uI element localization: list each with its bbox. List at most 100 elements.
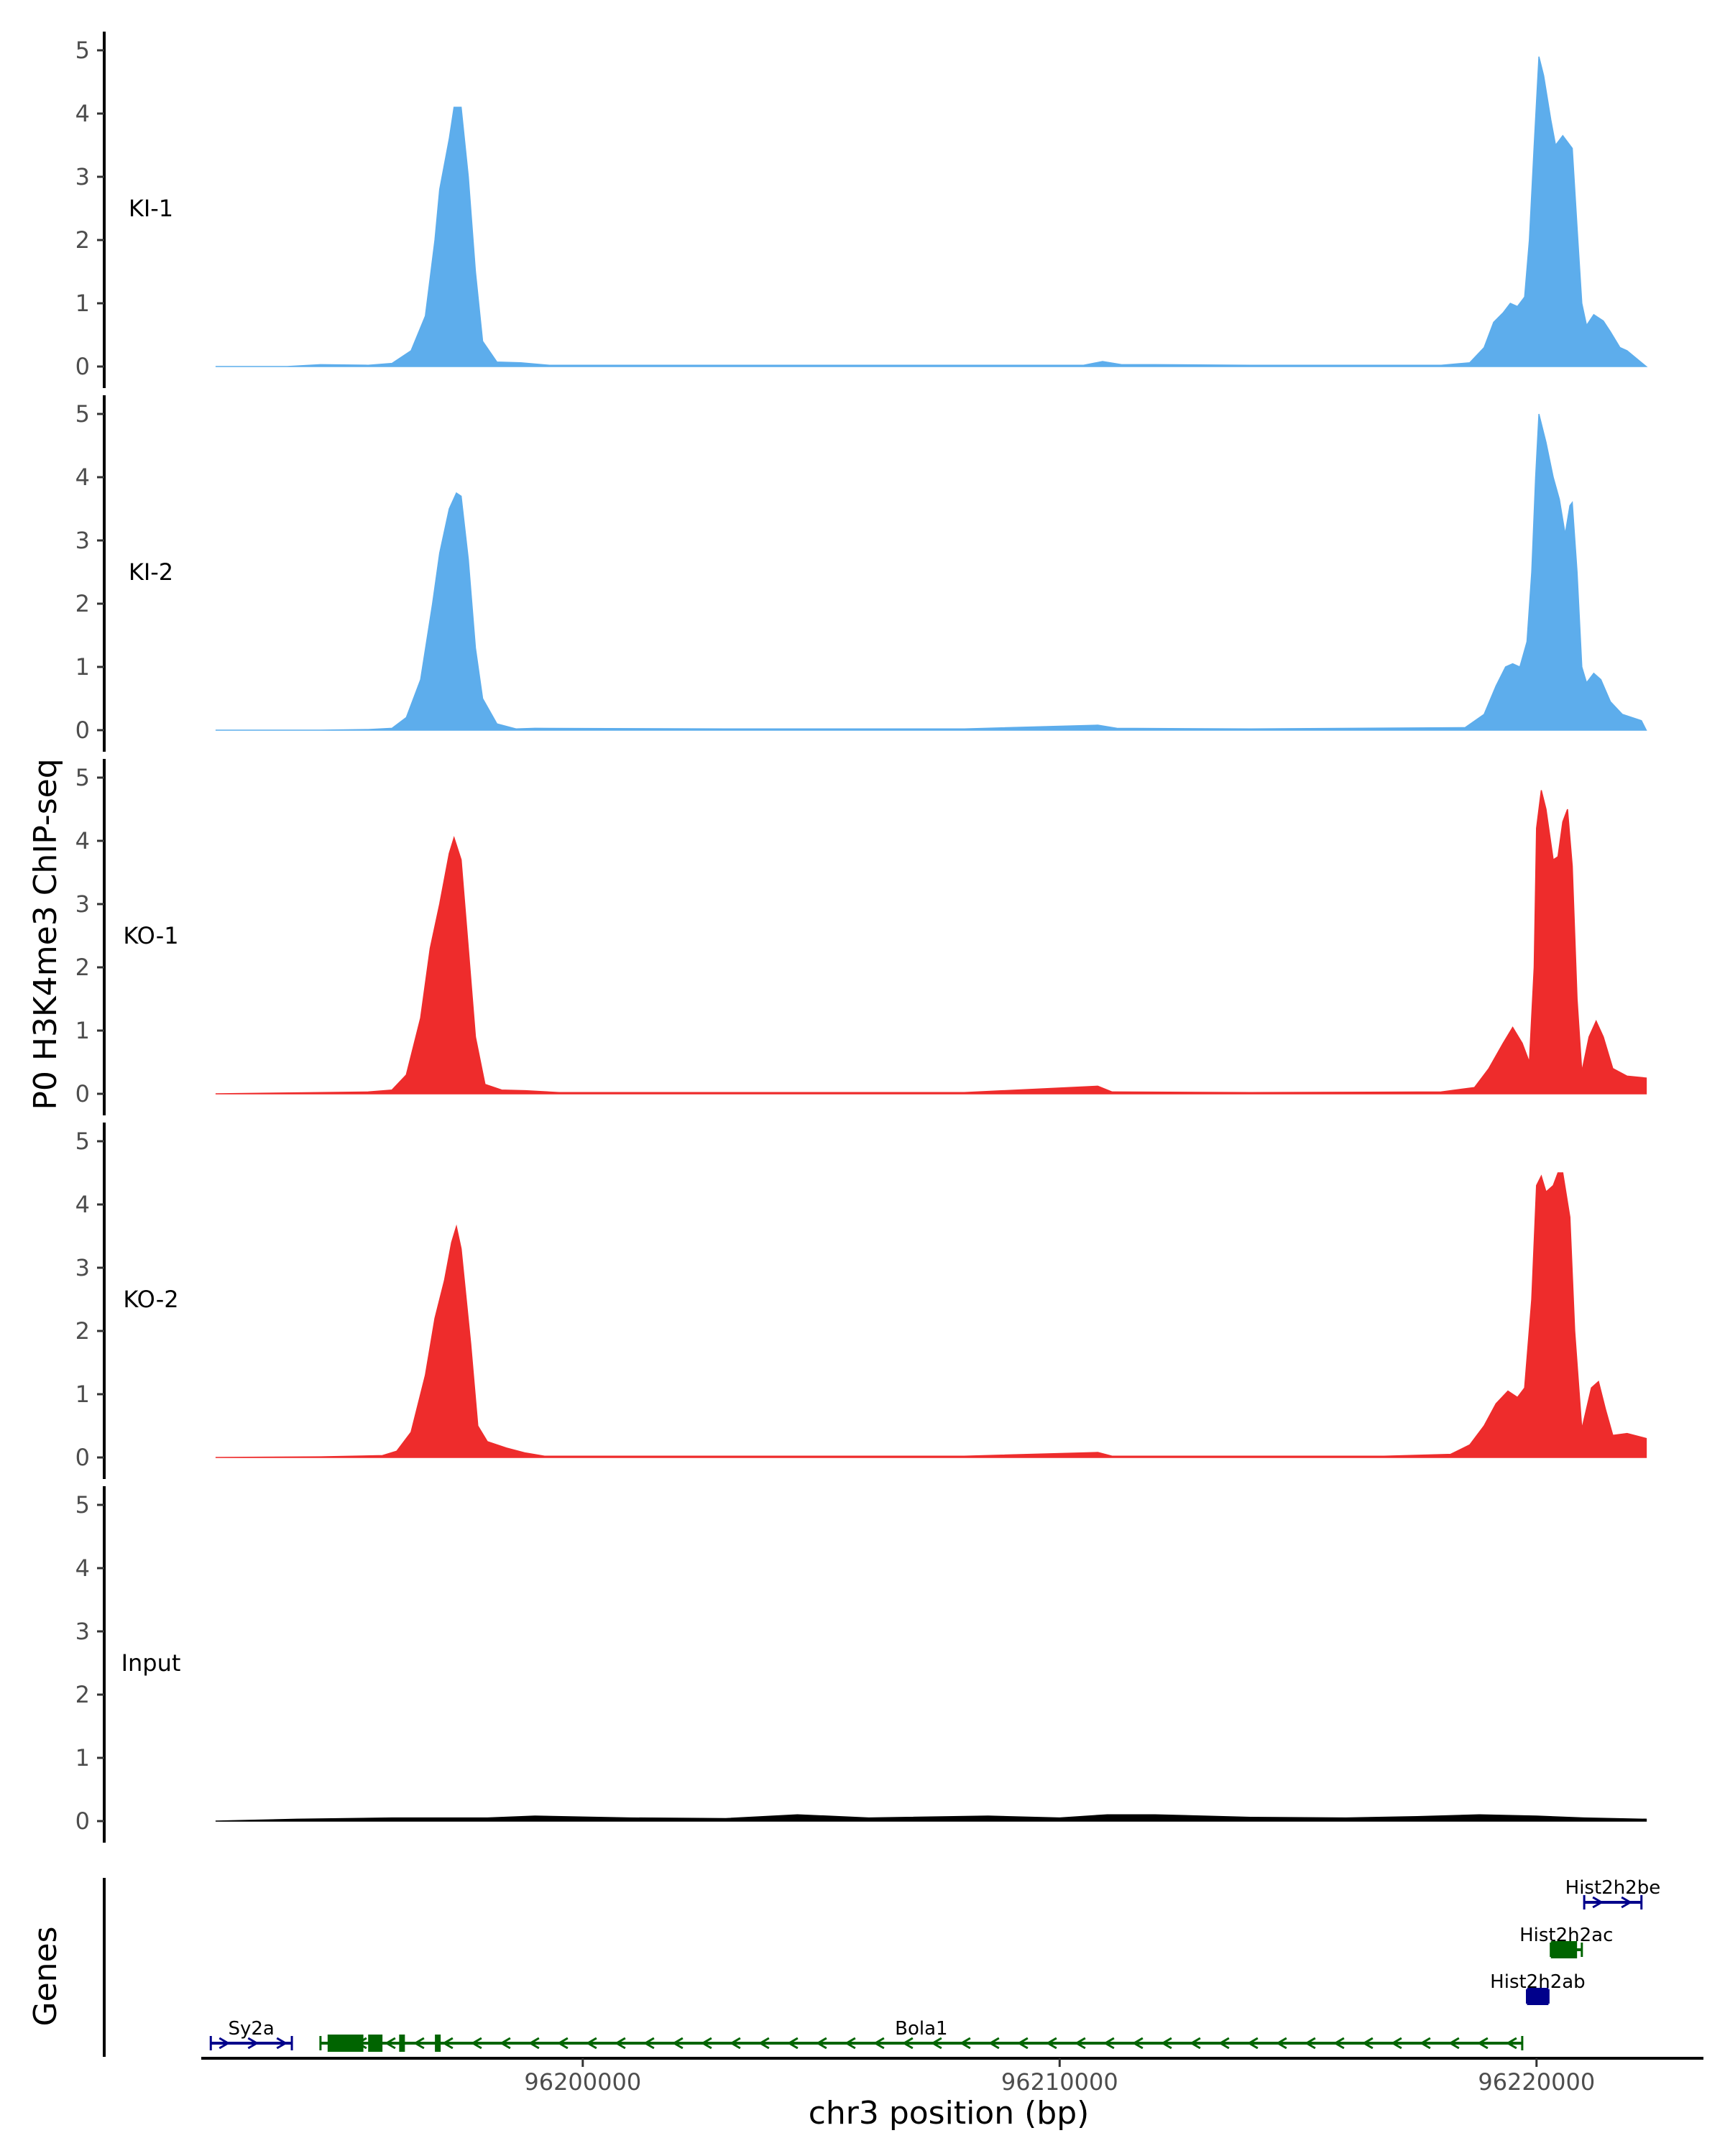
strand-arrow bbox=[815, 2037, 827, 2050]
exon bbox=[368, 2035, 383, 2052]
exon bbox=[327, 2035, 364, 2052]
strand-arrow bbox=[1592, 1896, 1604, 1909]
y-tick-label: 0 bbox=[75, 717, 90, 744]
signal-area-ko-2 bbox=[215, 1172, 1647, 1458]
track-label: KO-1 bbox=[123, 922, 178, 949]
x-tick-label: 96200000 bbox=[524, 2068, 641, 2096]
y-tick-label: 0 bbox=[75, 1444, 90, 1471]
y-tick-label: 2 bbox=[75, 954, 90, 981]
y-tick-label: 0 bbox=[75, 353, 90, 380]
strand-arrow bbox=[729, 2037, 741, 2050]
track-ko-1: 0 1 2 3 4 5 KO-1 bbox=[75, 759, 1647, 1115]
strand-arrow bbox=[930, 2037, 942, 2050]
strand-arrow bbox=[1218, 2037, 1230, 2050]
strand-arrow bbox=[1131, 2037, 1144, 2050]
strand-arrow bbox=[276, 2037, 288, 2050]
y-tick-label: 1 bbox=[75, 1744, 90, 1772]
y-tick-label: 3 bbox=[75, 527, 90, 554]
x-axis: 96200000 96210000 96220000 bbox=[201, 2057, 1703, 2096]
exon bbox=[435, 2035, 441, 2052]
strand-arrow bbox=[1246, 2037, 1259, 2050]
track-input: 0 1 2 3 4 5 Input bbox=[75, 1486, 1647, 1843]
gene-label: Hist2h2be bbox=[1565, 1877, 1661, 1899]
strand-arrow bbox=[441, 2037, 454, 2050]
strand-arrow bbox=[614, 2037, 626, 2050]
track-label: KO-2 bbox=[123, 1286, 178, 1313]
y-tick-label: 1 bbox=[75, 290, 90, 317]
y-tick-label: 3 bbox=[75, 163, 90, 190]
strand-arrow bbox=[959, 2037, 971, 2050]
signal-area-ki-1 bbox=[215, 56, 1648, 367]
gene-sy2a: Sy2a bbox=[209, 2018, 293, 2050]
strand-arrow bbox=[873, 2037, 885, 2050]
strand-arrow bbox=[1448, 2037, 1460, 2050]
gene-bola1: Bola1 bbox=[319, 2018, 1524, 2052]
x-axis-title: chr3 position (bp) bbox=[809, 2095, 1090, 2132]
strand-arrow bbox=[218, 2037, 231, 2050]
y-tick-label: 4 bbox=[75, 100, 90, 127]
y-tick-label: 2 bbox=[75, 1317, 90, 1345]
y-tick-label: 1 bbox=[75, 1381, 90, 1408]
strand-arrow bbox=[1016, 2037, 1029, 2050]
strand-arrow bbox=[1189, 2037, 1201, 2050]
strand-arrow bbox=[786, 2037, 799, 2050]
exon bbox=[399, 2035, 405, 2052]
track-label: KI-1 bbox=[129, 195, 173, 222]
strand-arrow bbox=[413, 2037, 425, 2050]
strand-arrow bbox=[671, 2037, 684, 2050]
strand-arrow bbox=[901, 2037, 914, 2050]
gene-label: Bola1 bbox=[895, 2018, 947, 2040]
signal-area-ko-1 bbox=[215, 790, 1647, 1095]
gene-hist2h2be: Hist2h2be bbox=[1565, 1877, 1661, 1909]
strand-arrow bbox=[1103, 2037, 1115, 2050]
strand-arrow bbox=[1361, 2037, 1374, 2050]
gene-label: Sy2a bbox=[228, 2018, 274, 2040]
strand-arrow bbox=[1390, 2037, 1402, 2050]
signal-area-ki-2 bbox=[215, 413, 1647, 731]
y-tick-label: 2 bbox=[75, 1681, 90, 1708]
y-tick-label: 5 bbox=[75, 1491, 90, 1519]
y-tick-label: 4 bbox=[75, 1554, 90, 1582]
y-tick-label: 1 bbox=[75, 1017, 90, 1044]
strand-arrow bbox=[758, 2037, 770, 2050]
strand-arrow bbox=[556, 2037, 569, 2050]
y-tick-label: 4 bbox=[75, 464, 90, 491]
strand-arrow bbox=[499, 2037, 511, 2050]
strand-arrow bbox=[700, 2037, 712, 2050]
track-label: KI-2 bbox=[129, 558, 173, 586]
x-tick-label: 96220000 bbox=[1478, 2068, 1595, 2096]
y-tick-label: 3 bbox=[75, 1618, 90, 1645]
strand-arrow bbox=[247, 2037, 259, 2050]
signal-tracks: 0 1 2 3 4 5 KI-1 0 1 2 3 4 5 KI-2 0 1 2 3 4 5 KO-1 0 1 2 3 4 5 KO-2… bbox=[75, 32, 1648, 1843]
y-tick-label: 5 bbox=[75, 400, 90, 428]
gene-hist2h2ac: Hist2h2ac bbox=[1519, 1925, 1613, 1958]
strand-arrow bbox=[1476, 2037, 1489, 2050]
strand-arrow bbox=[585, 2037, 597, 2050]
signal-area-input bbox=[215, 1814, 1647, 1822]
strand-arrow bbox=[1333, 2037, 1345, 2050]
strand-arrow bbox=[1419, 2037, 1431, 2050]
y-tick-label: 3 bbox=[75, 1254, 90, 1281]
y-tick-label: 0 bbox=[75, 1080, 90, 1107]
exon bbox=[1527, 1988, 1549, 2005]
y-tick-label: 3 bbox=[75, 890, 90, 918]
strand-arrow bbox=[988, 2037, 1000, 2050]
y-tick-label: 1 bbox=[75, 653, 90, 681]
gene-label: Hist2h2ab bbox=[1490, 1971, 1586, 1993]
strand-arrow bbox=[1160, 2037, 1172, 2050]
y-tick-label: 5 bbox=[75, 764, 90, 791]
y-tick-label: 4 bbox=[75, 827, 90, 854]
strand-arrow bbox=[1045, 2037, 1057, 2050]
strand-arrow bbox=[844, 2037, 856, 2050]
strand-arrow bbox=[1505, 2037, 1517, 2050]
track-ki-1: 0 1 2 3 4 5 KI-1 bbox=[75, 32, 1648, 388]
exon bbox=[1550, 1941, 1578, 1958]
y-tick-label: 5 bbox=[75, 37, 90, 64]
strand-arrow bbox=[1275, 2037, 1287, 2050]
strand-arrow bbox=[1074, 2037, 1086, 2050]
y-tick-label: 0 bbox=[75, 1807, 90, 1835]
gene-hist2h2ab: Hist2h2ab bbox=[1490, 1971, 1586, 2005]
y-tick-label: 2 bbox=[75, 590, 90, 617]
y-axis-title: P0 H3K4me3 ChIP-seq bbox=[27, 758, 64, 1110]
